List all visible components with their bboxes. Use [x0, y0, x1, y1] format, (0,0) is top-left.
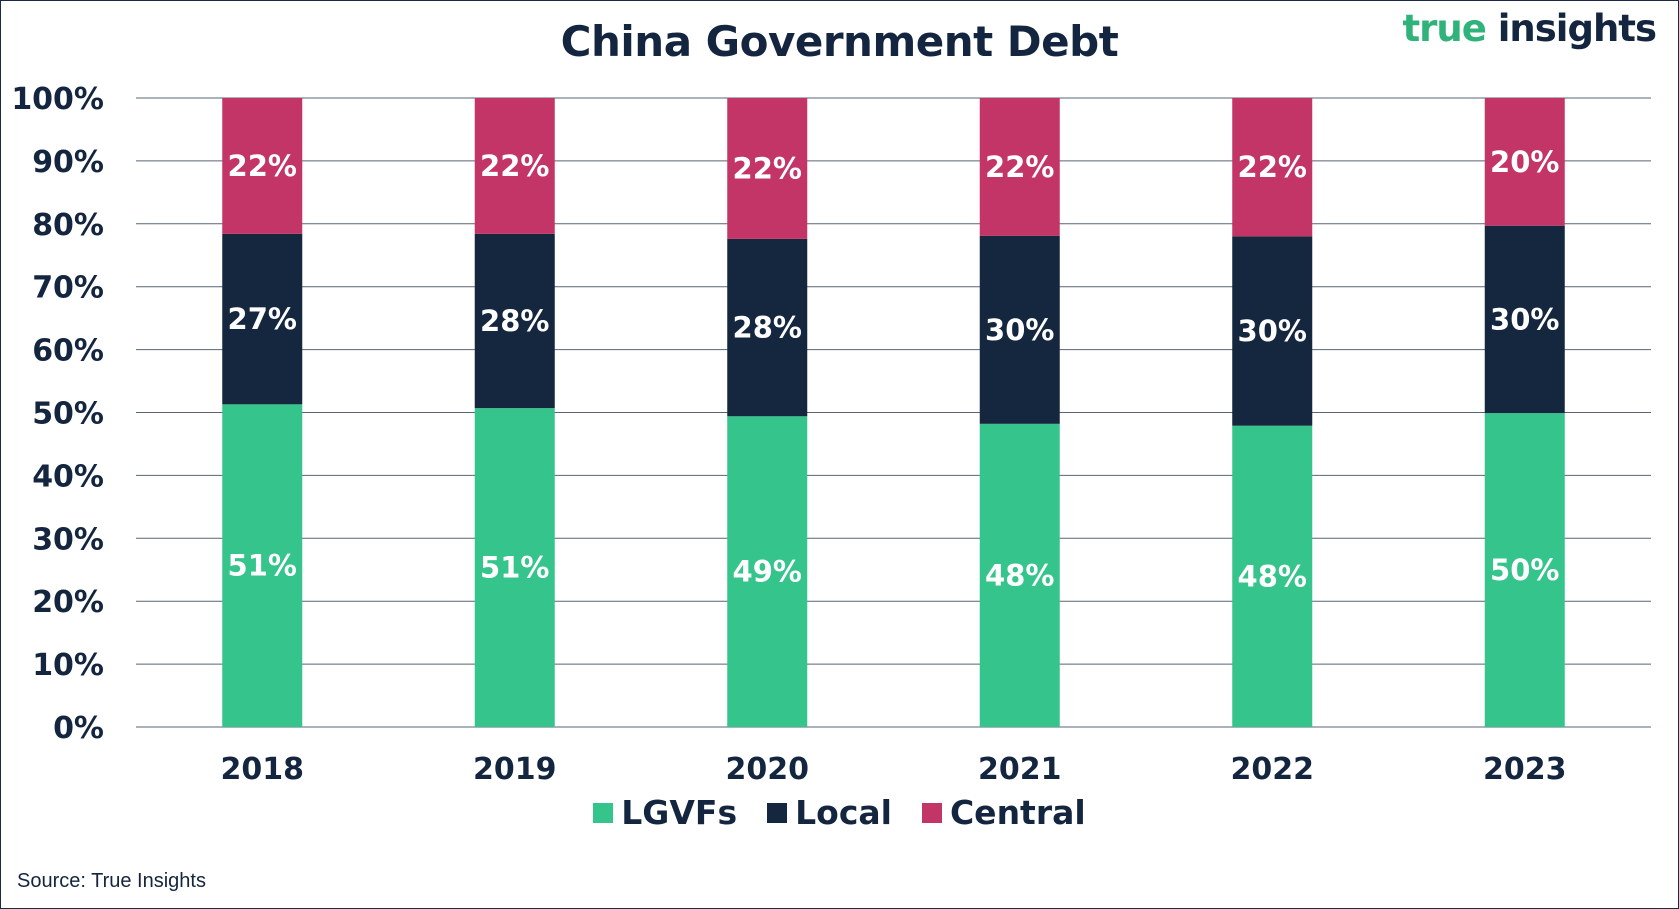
bar-segment — [1484, 225, 1565, 414]
y-tick-label: 60% — [32, 334, 104, 369]
bar-segment — [979, 235, 1060, 424]
y-tick-label: 70% — [32, 271, 104, 306]
bar-segment — [979, 423, 1060, 727]
data-label: 27% — [228, 302, 297, 336]
bar-segment — [1484, 413, 1565, 727]
data-label: 28% — [480, 304, 549, 338]
legend-item: Local — [767, 793, 892, 832]
y-tick-label: 20% — [32, 585, 104, 620]
bar-segment — [727, 98, 808, 239]
data-label: 50% — [1490, 553, 1559, 587]
source-note: Source: True Insights — [17, 870, 206, 892]
x-tick-label: 2019 — [473, 752, 557, 787]
data-label: 22% — [1238, 150, 1307, 184]
y-tick-label: 90% — [32, 145, 104, 180]
data-label: 28% — [733, 311, 802, 345]
bar-segment — [727, 238, 808, 417]
legend-label: Local — [795, 793, 892, 832]
chart-legend: LGVFs Local Central — [1, 793, 1678, 832]
legend-swatch — [921, 802, 942, 823]
legend-label: Central — [949, 793, 1086, 832]
y-tick-label: 80% — [32, 208, 104, 243]
bar-segment — [222, 233, 303, 405]
x-tick-label: 2022 — [1231, 752, 1315, 787]
legend-item: Central — [921, 793, 1086, 832]
data-label: 48% — [985, 558, 1054, 592]
y-tick-label: 30% — [32, 522, 104, 557]
data-label: 49% — [733, 555, 802, 589]
data-label: 22% — [733, 151, 802, 185]
x-tick-label: 2021 — [978, 752, 1062, 787]
bar-segment — [222, 98, 303, 234]
x-tick-label: 2018 — [221, 752, 305, 787]
legend-swatch — [767, 802, 788, 823]
data-label: 22% — [480, 149, 549, 183]
data-label: 51% — [480, 551, 549, 585]
chart-title: China Government Debt — [560, 17, 1119, 66]
y-tick-label: 0% — [53, 711, 104, 746]
y-tick-label: 10% — [32, 648, 104, 683]
legend-swatch — [593, 802, 614, 823]
data-label: 22% — [228, 149, 297, 183]
legend-label: LGVFs — [621, 793, 738, 832]
brand-logo: true insights — [1402, 7, 1657, 50]
y-tick-label: 40% — [32, 459, 104, 494]
bar-segment — [727, 416, 808, 727]
legend-item: LGVFs — [593, 793, 737, 832]
data-label: 30% — [1238, 314, 1307, 348]
bar-segment — [474, 408, 555, 727]
data-label: 20% — [1490, 145, 1559, 179]
y-tick-label: 50% — [32, 397, 104, 432]
x-tick-label: 2020 — [726, 752, 810, 787]
data-label: 30% — [985, 313, 1054, 347]
brand-logo-part1: true — [1402, 7, 1486, 50]
data-label: 30% — [1490, 302, 1559, 336]
bar-segment — [474, 233, 555, 409]
brand-logo-part2: insights — [1497, 7, 1657, 50]
bar-segment — [1232, 236, 1313, 426]
bar-segment — [474, 98, 555, 234]
bar-segment — [222, 404, 303, 727]
bar-segment — [1232, 425, 1313, 727]
bar-segment — [979, 98, 1060, 236]
data-label: 22% — [985, 150, 1054, 184]
bar-segment — [1484, 98, 1565, 226]
data-label: 51% — [228, 549, 297, 583]
data-label: 48% — [1238, 559, 1307, 593]
bar-segment — [1232, 98, 1313, 237]
x-tick-label: 2023 — [1483, 752, 1567, 787]
y-tick-label: 100% — [11, 82, 104, 117]
